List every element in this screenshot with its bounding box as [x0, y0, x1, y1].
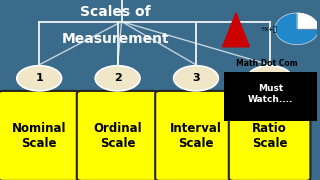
- FancyBboxPatch shape: [219, 69, 320, 123]
- Text: Ordinal
Scale: Ordinal Scale: [93, 122, 142, 150]
- Circle shape: [95, 66, 140, 91]
- Text: Nominal
Scale: Nominal Scale: [12, 122, 67, 150]
- Polygon shape: [223, 13, 249, 47]
- Text: 2: 2: [114, 73, 122, 83]
- Circle shape: [247, 66, 292, 91]
- FancyBboxPatch shape: [155, 91, 237, 180]
- Text: ÷x+※: ÷x+※: [261, 26, 278, 32]
- Text: Must
Watch....: Must Watch....: [248, 84, 293, 104]
- Circle shape: [173, 66, 219, 91]
- Circle shape: [17, 66, 62, 91]
- Text: Math Dot Com: Math Dot Com: [236, 59, 298, 68]
- Text: Ratio
Scale: Ratio Scale: [252, 122, 287, 150]
- Text: Interval
Scale: Interval Scale: [170, 122, 222, 150]
- Text: Scales of: Scales of: [80, 5, 150, 19]
- FancyBboxPatch shape: [0, 91, 80, 180]
- FancyBboxPatch shape: [77, 91, 158, 180]
- Text: Measurement: Measurement: [61, 32, 169, 46]
- Wedge shape: [297, 13, 319, 29]
- Text: 4: 4: [266, 73, 274, 83]
- Circle shape: [275, 13, 319, 45]
- Text: 1: 1: [35, 73, 43, 83]
- Text: 3: 3: [192, 73, 200, 83]
- FancyBboxPatch shape: [229, 91, 310, 180]
